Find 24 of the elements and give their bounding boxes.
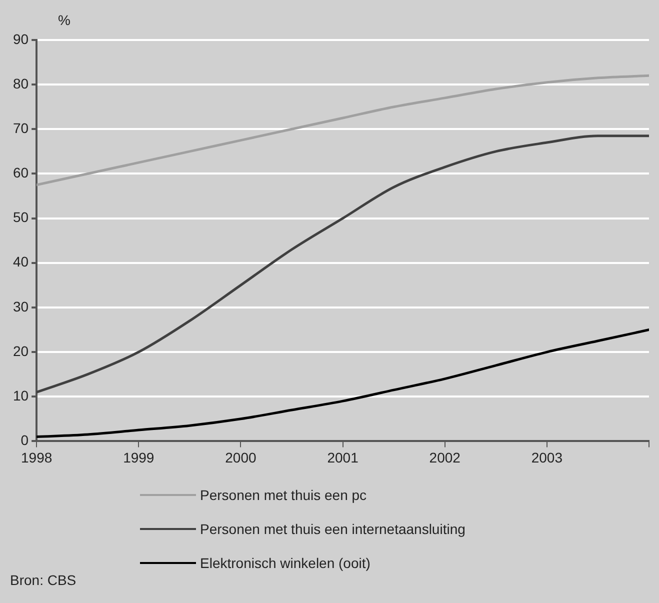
x-tick-label: 2002: [429, 449, 461, 466]
legend-label: Personen met thuis een pc: [200, 487, 367, 503]
line-series: [36, 328, 649, 438]
y-tick-label: 10: [12, 387, 29, 404]
line-series: [36, 74, 649, 186]
legend-label: Personen met thuis een internetaansluiting: [200, 521, 466, 537]
x-tick-label: 2000: [225, 449, 256, 466]
text: Bron: CBS: [10, 572, 76, 588]
y-tick-label: 70: [12, 120, 29, 136]
x-tick-label: 2001: [327, 449, 359, 466]
y-tick-label: 0: [20, 432, 29, 448]
legend-label: Elektronisch winkelen (ooit): [200, 555, 370, 571]
y-tick-label: 60: [12, 164, 29, 181]
y-tick-label: 20: [12, 342, 29, 359]
y-axis-title: %: [58, 12, 70, 28]
x-tick-label: 1998: [20, 449, 52, 466]
line-series: [36, 134, 649, 394]
y-tick-label: 40: [12, 254, 29, 270]
x-tick-label: 1999: [123, 449, 154, 466]
y-tick-label: 80: [12, 75, 29, 92]
y-tick-label: 30: [12, 298, 29, 314]
y-tick-label: 90: [12, 30, 29, 47]
y-tick-label: 50: [12, 209, 29, 226]
x-tick-label: 2003: [531, 449, 563, 466]
